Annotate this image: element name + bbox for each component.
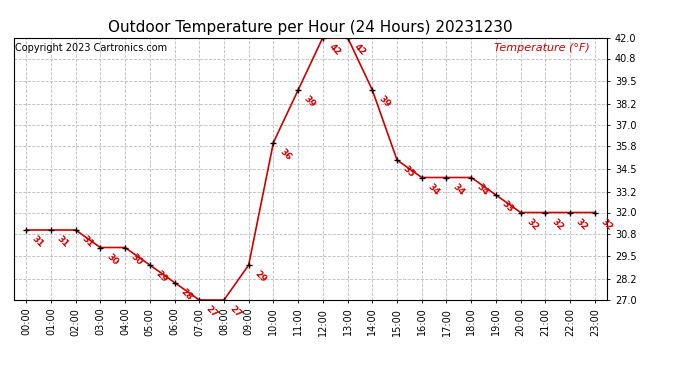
Text: 31: 31 [80,234,95,249]
Text: 31: 31 [55,234,70,249]
Text: 34: 34 [475,182,491,197]
Text: 42: 42 [352,42,367,57]
Text: 28: 28 [179,286,194,302]
Text: 27: 27 [228,304,244,320]
Text: 30: 30 [104,252,119,267]
Text: 30: 30 [129,252,144,267]
Title: Outdoor Temperature per Hour (24 Hours) 20231230: Outdoor Temperature per Hour (24 Hours) … [108,20,513,35]
Text: 33: 33 [500,199,515,214]
Text: 29: 29 [253,269,268,285]
Text: 32: 32 [549,217,564,232]
Text: 34: 34 [451,182,466,197]
Text: 42: 42 [327,42,342,57]
Text: 39: 39 [377,94,392,110]
Text: 32: 32 [599,217,614,232]
Text: 32: 32 [574,217,589,232]
Text: 31: 31 [30,234,46,249]
Text: Temperature (°F): Temperature (°F) [493,43,589,53]
Text: Copyright 2023 Cartronics.com: Copyright 2023 Cartronics.com [15,43,167,53]
Text: 29: 29 [154,269,169,285]
Text: 39: 39 [302,94,317,110]
Text: 35: 35 [401,164,416,179]
Text: 32: 32 [525,217,540,232]
Text: 36: 36 [277,147,293,162]
Text: 34: 34 [426,182,441,197]
Text: 27: 27 [204,304,219,320]
